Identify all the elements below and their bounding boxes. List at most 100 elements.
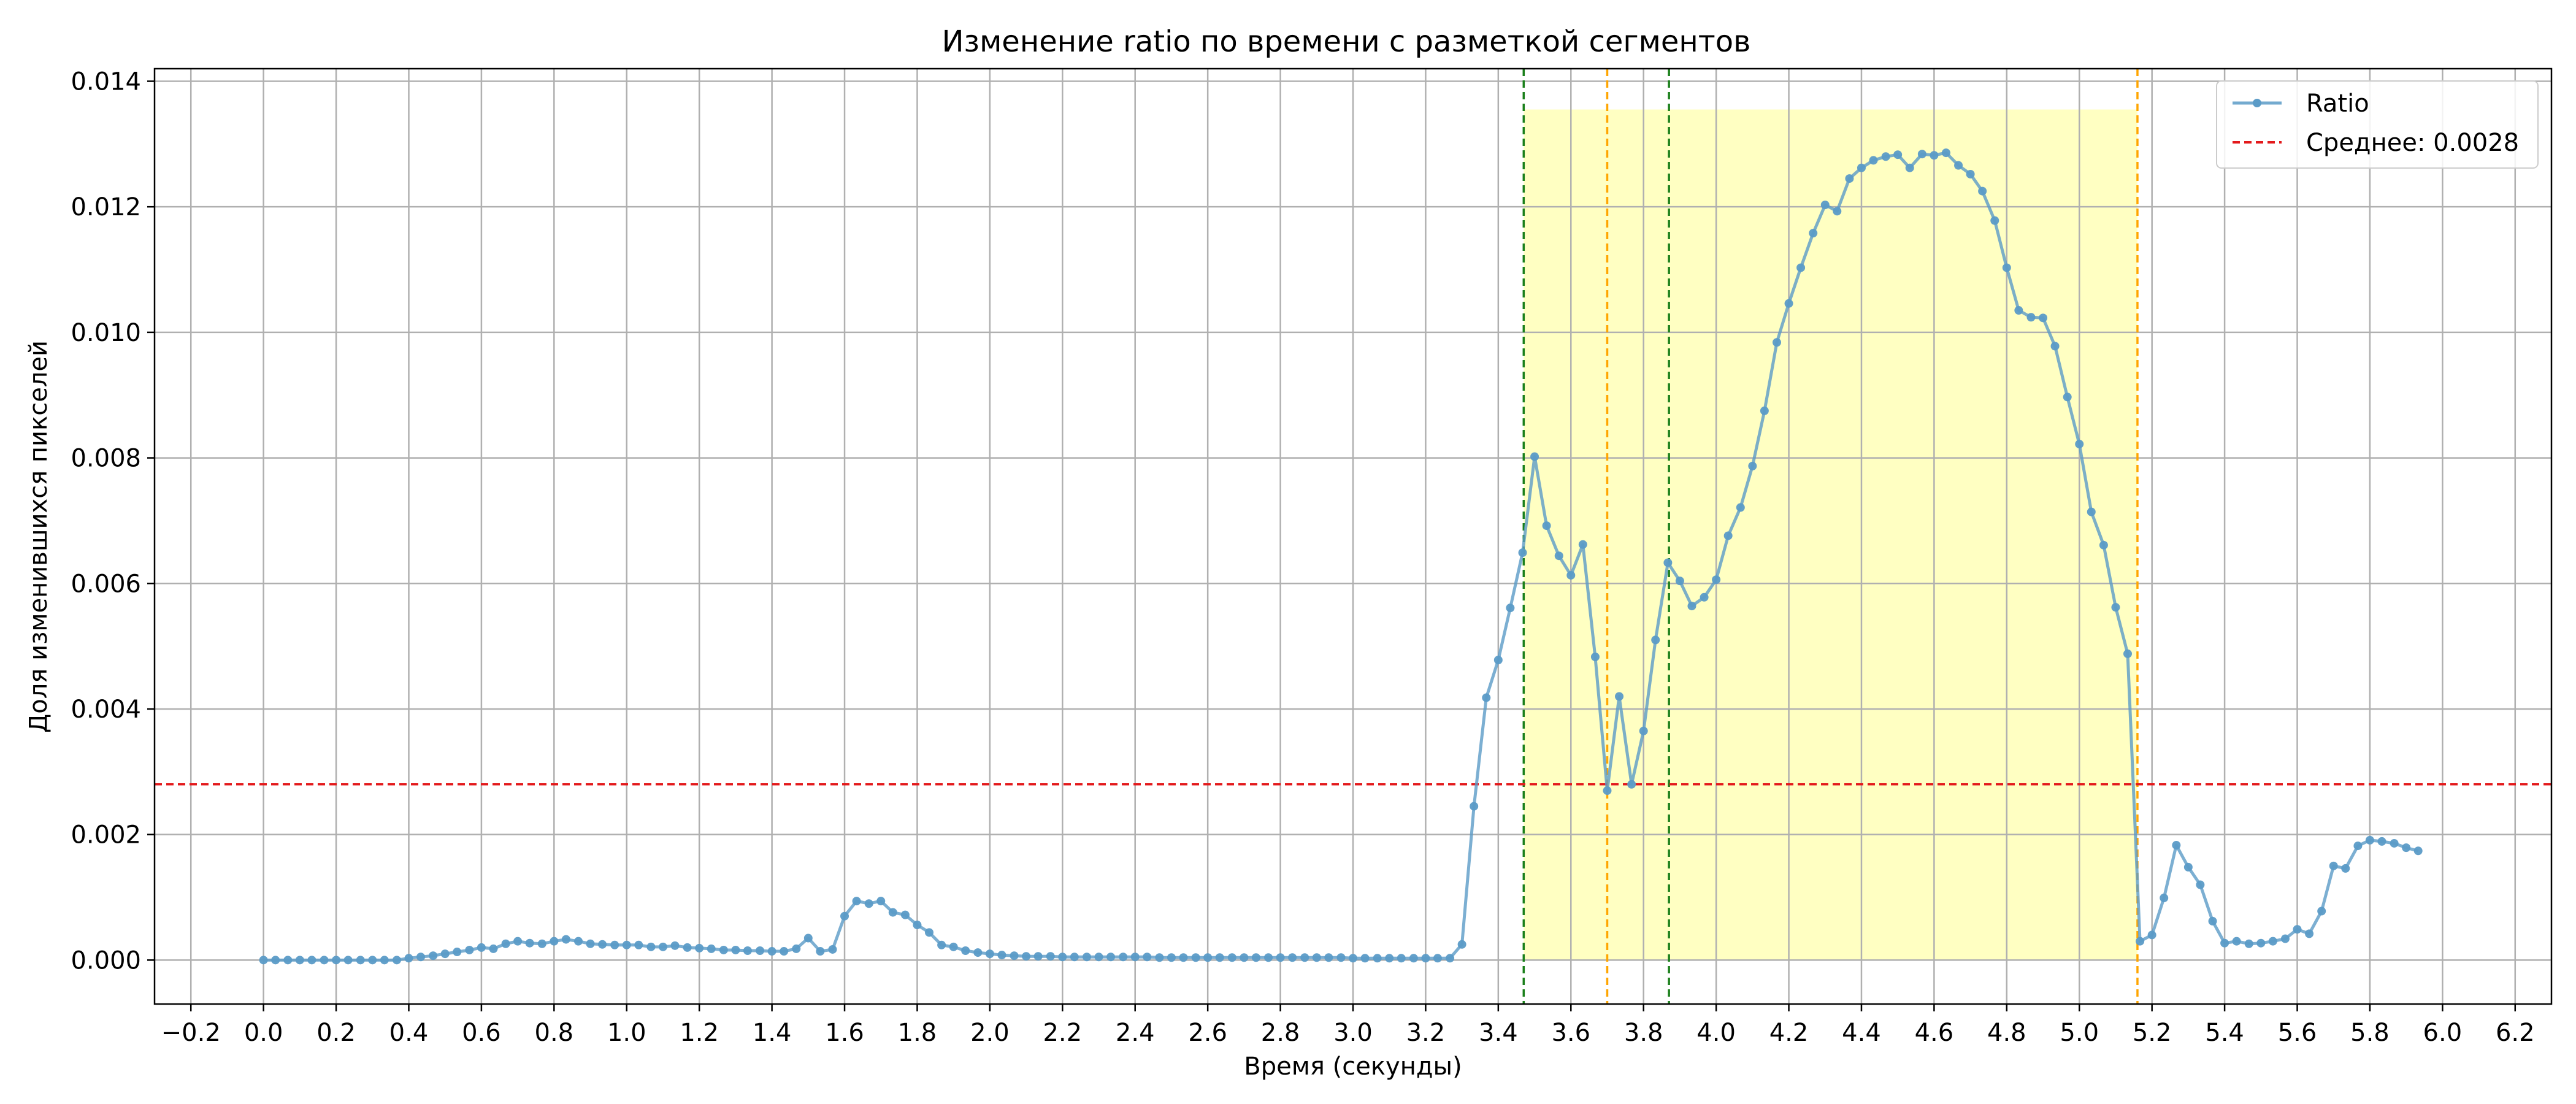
x-tick-label: 6.0 <box>2423 1019 2463 1047</box>
data-point <box>307 956 316 965</box>
data-point <box>368 956 377 965</box>
data-point <box>1010 951 1019 960</box>
x-tick-label: 2.0 <box>970 1019 1010 1047</box>
data-point <box>404 954 413 963</box>
data-point <box>1941 148 1950 158</box>
data-point <box>949 942 958 951</box>
data-point <box>2377 837 2386 846</box>
data-point <box>707 944 716 953</box>
data-point <box>1022 952 1031 961</box>
x-tick-label: 5.6 <box>2278 1019 2317 1047</box>
data-point <box>320 956 329 965</box>
plot-area <box>153 67 2553 1005</box>
x-tick-label: 1.0 <box>607 1019 646 1047</box>
data-point <box>1990 216 1999 225</box>
data-point <box>1723 531 1733 540</box>
data-point <box>767 947 776 956</box>
x-tick-label: 4.4 <box>1842 1019 1881 1047</box>
data-point <box>550 937 559 946</box>
data-point <box>1240 953 1249 962</box>
data-point <box>1203 953 1213 962</box>
legend: Ratio Среднее: 0.0028 <box>2216 80 2539 169</box>
data-point <box>683 943 692 952</box>
data-point <box>1373 954 1382 963</box>
data-point <box>1300 953 1309 962</box>
data-point <box>295 956 304 965</box>
data-point <box>1930 151 1939 160</box>
grid-layer <box>155 69 2551 1004</box>
data-point <box>332 956 341 965</box>
data-point <box>525 938 534 948</box>
y-tick-label: 0.008 <box>71 445 141 473</box>
data-point <box>2232 937 2241 946</box>
data-point <box>803 933 813 943</box>
x-axis-ticks: −0.2 0.0 0.2 0.4 0.6 0.8 1.0 1.2 1.4 1.6 1.8 2.0 2.2… <box>161 1004 2535 1047</box>
segments-layer <box>1524 109 2137 960</box>
data-point <box>1276 953 1285 962</box>
data-point <box>1409 954 1418 963</box>
data-point <box>598 940 607 949</box>
data-point <box>1869 156 1878 165</box>
data-point <box>876 897 886 906</box>
data-point <box>1736 503 1745 512</box>
data-point <box>1446 954 1455 963</box>
data-point <box>1748 461 1757 470</box>
data-point <box>1627 780 1636 789</box>
legend-mean-label: Среднее: 0.0028 <box>2306 129 2519 157</box>
data-point <box>2268 937 2277 946</box>
data-point <box>646 942 656 951</box>
data-point <box>1820 201 1830 210</box>
y-tick-label: 0.012 <box>71 193 141 221</box>
data-point <box>259 956 268 965</box>
data-point <box>2220 938 2229 948</box>
y-tick-label: 0.014 <box>71 67 141 96</box>
data-point <box>477 943 486 952</box>
data-point <box>1687 602 1696 611</box>
data-point <box>1651 635 1660 645</box>
data-point <box>586 939 595 948</box>
data-point <box>2329 861 2338 870</box>
data-point <box>756 946 765 956</box>
data-point <box>2305 929 2314 938</box>
legend-ratio-label: Ratio <box>2306 90 2369 118</box>
data-point <box>900 910 910 919</box>
x-tick-label: 2.8 <box>1261 1019 1300 1047</box>
data-point <box>343 956 353 965</box>
x-tick-label: 5.8 <box>2350 1019 2390 1047</box>
x-tick-label: 4.6 <box>1915 1019 1954 1047</box>
data-point <box>1578 540 1587 549</box>
data-point <box>1251 953 1260 962</box>
data-point <box>1493 656 1503 665</box>
data-point <box>937 940 946 949</box>
data-point <box>1857 163 1866 172</box>
x-tick-label: 4.0 <box>1696 1019 1736 1047</box>
data-point <box>1784 299 1793 308</box>
data-point <box>1385 954 1394 963</box>
x-tick-label: 3.8 <box>1624 1019 1663 1047</box>
x-tick-label: 1.2 <box>680 1019 719 1047</box>
data-point <box>792 944 801 953</box>
data-point <box>1130 953 1140 962</box>
data-point <box>1978 186 1987 196</box>
x-tick-label: 5.2 <box>2133 1019 2172 1047</box>
data-point <box>695 943 704 953</box>
y-axis-ticks: 0.000 0.002 0.004 0.006 0.008 0.010 0.012 0.014 <box>71 67 155 975</box>
x-tick-label: 0.2 <box>316 1019 356 1047</box>
data-point <box>1663 558 1673 567</box>
data-point <box>1457 940 1466 949</box>
data-point <box>2075 440 2084 449</box>
data-point <box>501 939 510 948</box>
data-point <box>864 899 873 908</box>
data-point <box>2365 835 2374 845</box>
data-point <box>610 940 619 949</box>
data-point <box>2147 930 2156 940</box>
y-tick-label: 0.006 <box>71 570 141 598</box>
data-point <box>2014 306 2023 315</box>
data-point <box>2196 880 2205 889</box>
data-point <box>913 921 922 930</box>
data-point <box>2293 925 2302 934</box>
data-point <box>1554 551 1563 561</box>
data-point <box>1566 570 1576 580</box>
data-point <box>1590 653 1600 662</box>
data-point <box>816 947 825 956</box>
